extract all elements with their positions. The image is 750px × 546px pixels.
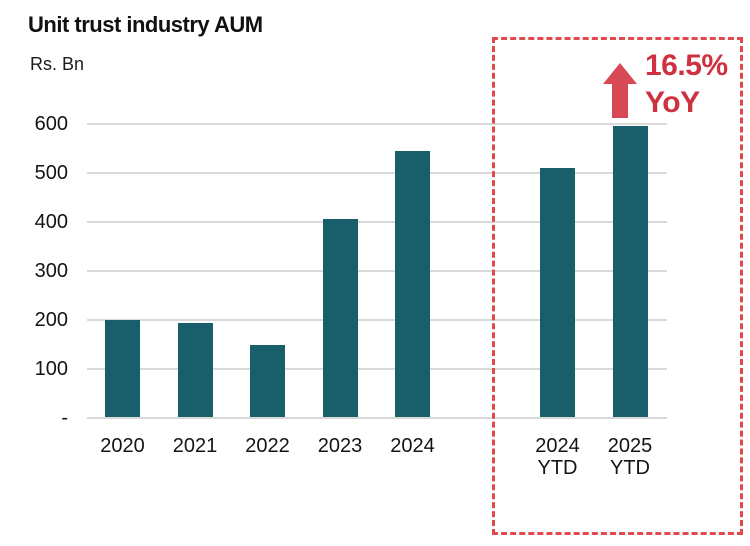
yoy-value: 16.5% (645, 49, 728, 82)
y-axis-unit-label: Rs. Bn (30, 54, 85, 74)
x-tick-label-2023: 2023 (317, 435, 363, 457)
yoy-label: YoY (645, 86, 700, 119)
gridline-600 (87, 123, 667, 125)
bar-2023 (322, 219, 358, 418)
x-tick-label-2024: 2024 (390, 435, 435, 457)
x-tick-label-2020: 2020 (100, 435, 145, 457)
y-tick-label-200: 200 (34, 308, 68, 331)
y-tick-label--: - (61, 406, 68, 429)
bar-2025-ytd (612, 126, 648, 418)
bar-2024 (395, 150, 430, 418)
ytd-highlight-box (492, 37, 743, 535)
y-tick-label-600: 600 (34, 113, 68, 135)
y-tick-label-300: 300 (34, 259, 68, 282)
up-arrow-icon (603, 63, 637, 118)
y-tick-label-400: 400 (34, 210, 68, 233)
gridline-400 (87, 220, 667, 223)
bar-2024-ytd (540, 168, 575, 418)
x-tick-label-2025-ytd: 2025 YTD (607, 435, 653, 479)
x-tick-label-2021: 2021 (172, 435, 218, 457)
x-tick-label-2022: 2022 (245, 435, 290, 457)
bar-2020 (105, 319, 140, 418)
gridline-300 (87, 269, 667, 272)
bar-2022 (250, 345, 285, 418)
y-tick-label-100: 100 (34, 357, 68, 380)
y-tick-label-500: 500 (34, 161, 68, 184)
x-tick-label-2024-ytd: 2024 YTD (535, 435, 580, 479)
gridline-100 (87, 367, 667, 370)
chart-title: Unit trust industry AUM (28, 12, 263, 37)
gridline-200 (87, 318, 667, 321)
bar-2021 (177, 323, 213, 418)
yoy-annotation: 16.5% YoY (645, 47, 728, 121)
gridline-0 (87, 416, 667, 419)
gridline-500 (87, 171, 667, 174)
